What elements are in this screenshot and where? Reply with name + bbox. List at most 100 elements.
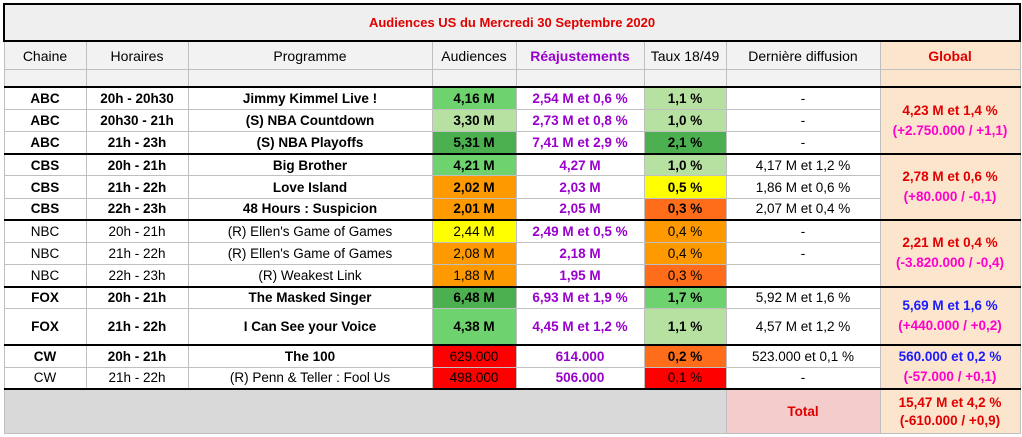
cell-taux: 1,7 % [643,285,727,310]
blank-cell [515,68,645,88]
cell-reajustements: 2,73 M et 0,8 % [515,109,645,133]
cell-horaires: 21h - 23h [85,131,189,155]
cell-derniere: 5,92 M et 1,6 % [725,285,881,310]
cell-horaires: 20h30 - 21h [85,109,189,133]
header-taux: Taux 18/49 [643,40,727,70]
cell-chaine: NBC [3,219,87,243]
table-row: CBS 22h - 23h 48 Hours : Suspicion 2,01 … [3,197,1020,221]
cell-chaine: ABC [3,131,87,155]
cell-derniere: 523.000 et 0,1 % [725,343,881,368]
global-cw-value: 560.000 et 0,2 % [898,349,1002,365]
global-cw: 560.000 et 0,2 % (-57.000 / +0,1) [879,343,1021,390]
total-global: 15,47 M et 4,2 % (-610.000 / +0,9) [879,388,1021,435]
table-row: FOX 20h - 21h The Masked Singer 6,48 M 6… [3,285,1021,346]
cell-reajustements: 2,18 M [515,241,645,265]
cell-audiences: 2,02 M [431,175,517,199]
cell-horaires: 21h - 22h [85,366,189,390]
total-global-diff: (-610.000 / +0,9) [899,412,1001,428]
cell-horaires: 20h - 21h [85,285,189,310]
global-fox: 5,69 M et 1,6 % (+440.000 / +0,2) [879,285,1021,346]
cell-taux: 0,4 % [643,241,727,265]
cell-programme: 48 Hours : Suspicion [187,197,433,221]
table-row: ABC 21h - 23h (S) NBA Playoffs 5,31 M 7,… [3,131,1020,155]
cell-taux: 0,4 % [643,219,727,243]
cell-horaires: 22h - 23h [85,197,189,221]
cell-audiences: 6,48 M [431,285,517,310]
cell-taux: 0,5 % [643,175,727,199]
cell-reajustements: 7,41 M et 2,9 % [515,131,645,155]
cell-derniere: - [725,241,881,265]
cell-horaires: 21h - 22h [85,241,189,265]
total-global-value: 15,47 M et 4,2 % [898,394,1002,410]
cell-derniere: 1,86 M et 0,6 % [725,175,881,199]
cell-taux: 1,1 % [643,86,727,111]
cell-programme: The Masked Singer [187,285,433,310]
cell-programme: (S) NBA Playoffs [187,131,433,155]
cell-programme: (R) Weakest Link [187,263,433,288]
cell-derniere: - [725,366,881,390]
cell-chaine: CBS [3,152,87,177]
table-row: CBS 20h - 21h Big Brother 4,21 M 4,27 M … [3,152,1021,221]
cell-audiences: 4,21 M [431,152,517,177]
table-row: CBS 21h - 22h Love Island 2,02 M 2,03 M … [3,175,1020,199]
cell-audiences: 4,16 M [431,86,517,111]
cell-horaires: 20h - 21h [85,219,189,243]
cell-chaine: FOX [3,285,87,310]
cell-reajustements: 1,95 M [515,263,645,288]
global-fox-diff: (+440.000 / +0,2) [898,317,1002,333]
table-row: NBC 20h - 21h (R) Ellen's Game of Games … [3,219,1021,288]
global-cbs: 2,78 M et 0,6 % (+80.000 / -0,1) [879,152,1021,221]
header-horaires: Horaires [85,40,189,70]
blank-cell [643,68,727,88]
cell-derniere: - [725,131,881,155]
cell-audiences: 2,01 M [431,197,517,221]
cell-chaine: CBS [3,197,87,221]
cell-programme: (R) Ellen's Game of Games [187,219,433,243]
cell-reajustements: 506.000 [515,366,645,390]
cell-reajustements: 2,03 M [515,175,645,199]
cell-taux: 1,0 % [643,109,727,133]
cell-derniere: 4,57 M et 1,2 % [725,308,881,346]
cell-taux: 1,0 % [643,152,727,177]
global-cbs-value: 2,78 M et 0,6 % [902,169,998,185]
blank-cell [85,68,189,88]
cell-taux: 2,1 % [643,131,727,155]
header-derniere-diffusion: Dernière diffusion [725,40,881,70]
global-abc: 4,23 M et 1,4 % (+2.750.000 / +1,1) [879,86,1021,155]
table-row: FOX 21h - 22h I Can See your Voice 4,38 … [3,308,1020,346]
table-row: CW 21h - 22h (R) Penn & Teller : Fool Us… [3,366,1020,390]
table-row: NBC 22h - 23h (R) Weakest Link 1,88 M 1,… [3,263,1020,288]
cell-audiences: 4,38 M [431,308,517,346]
blank-cell [879,68,1021,88]
global-nbc-diff: (-3.820.000 / -0,4) [895,255,1005,271]
cell-reajustements: 4,45 M et 1,2 % [515,308,645,346]
cell-chaine: CBS [3,175,87,199]
global-cw-diff: (-57.000 / +0,1) [903,369,997,385]
global-fox-value: 5,69 M et 1,6 % [902,297,998,313]
global-abc-diff: (+2.750.000 / +1,1) [892,122,1008,138]
header-chaine: Chaine [3,40,87,70]
cell-audiences: 2,08 M [431,241,517,265]
cell-taux: 0,3 % [643,197,727,221]
cell-programme: (R) Ellen's Game of Games [187,241,433,265]
cell-taux: 0,2 % [643,343,727,368]
cell-reajustements: 614.000 [515,343,645,368]
cell-derniere: 2,07 M et 0,4 % [725,197,881,221]
cell-audiences: 629.000 [431,343,517,368]
cell-horaires: 21h - 22h [85,175,189,199]
audience-table: Audiences US du Mercredi 30 Septembre 20… [3,2,1021,435]
cell-derniere: - [725,219,881,243]
blank-cell [725,68,881,88]
cell-programme: Jimmy Kimmel Live ! [187,86,433,111]
cell-chaine: CW [3,366,87,390]
cell-audiences: 2,44 M [431,219,517,243]
cell-derniere: 4,17 M et 1,2 % [725,152,881,177]
cell-programme: (S) NBA Countdown [187,109,433,133]
cell-taux: 0,1 % [643,366,727,390]
blank-cell [431,68,517,88]
cell-taux: 1,1 % [643,308,727,346]
cell-derniere: - [725,109,881,133]
cell-audiences: 1,88 M [431,263,517,288]
cell-horaires: 21h - 22h [85,308,189,346]
cell-programme: The 100 [187,343,433,368]
